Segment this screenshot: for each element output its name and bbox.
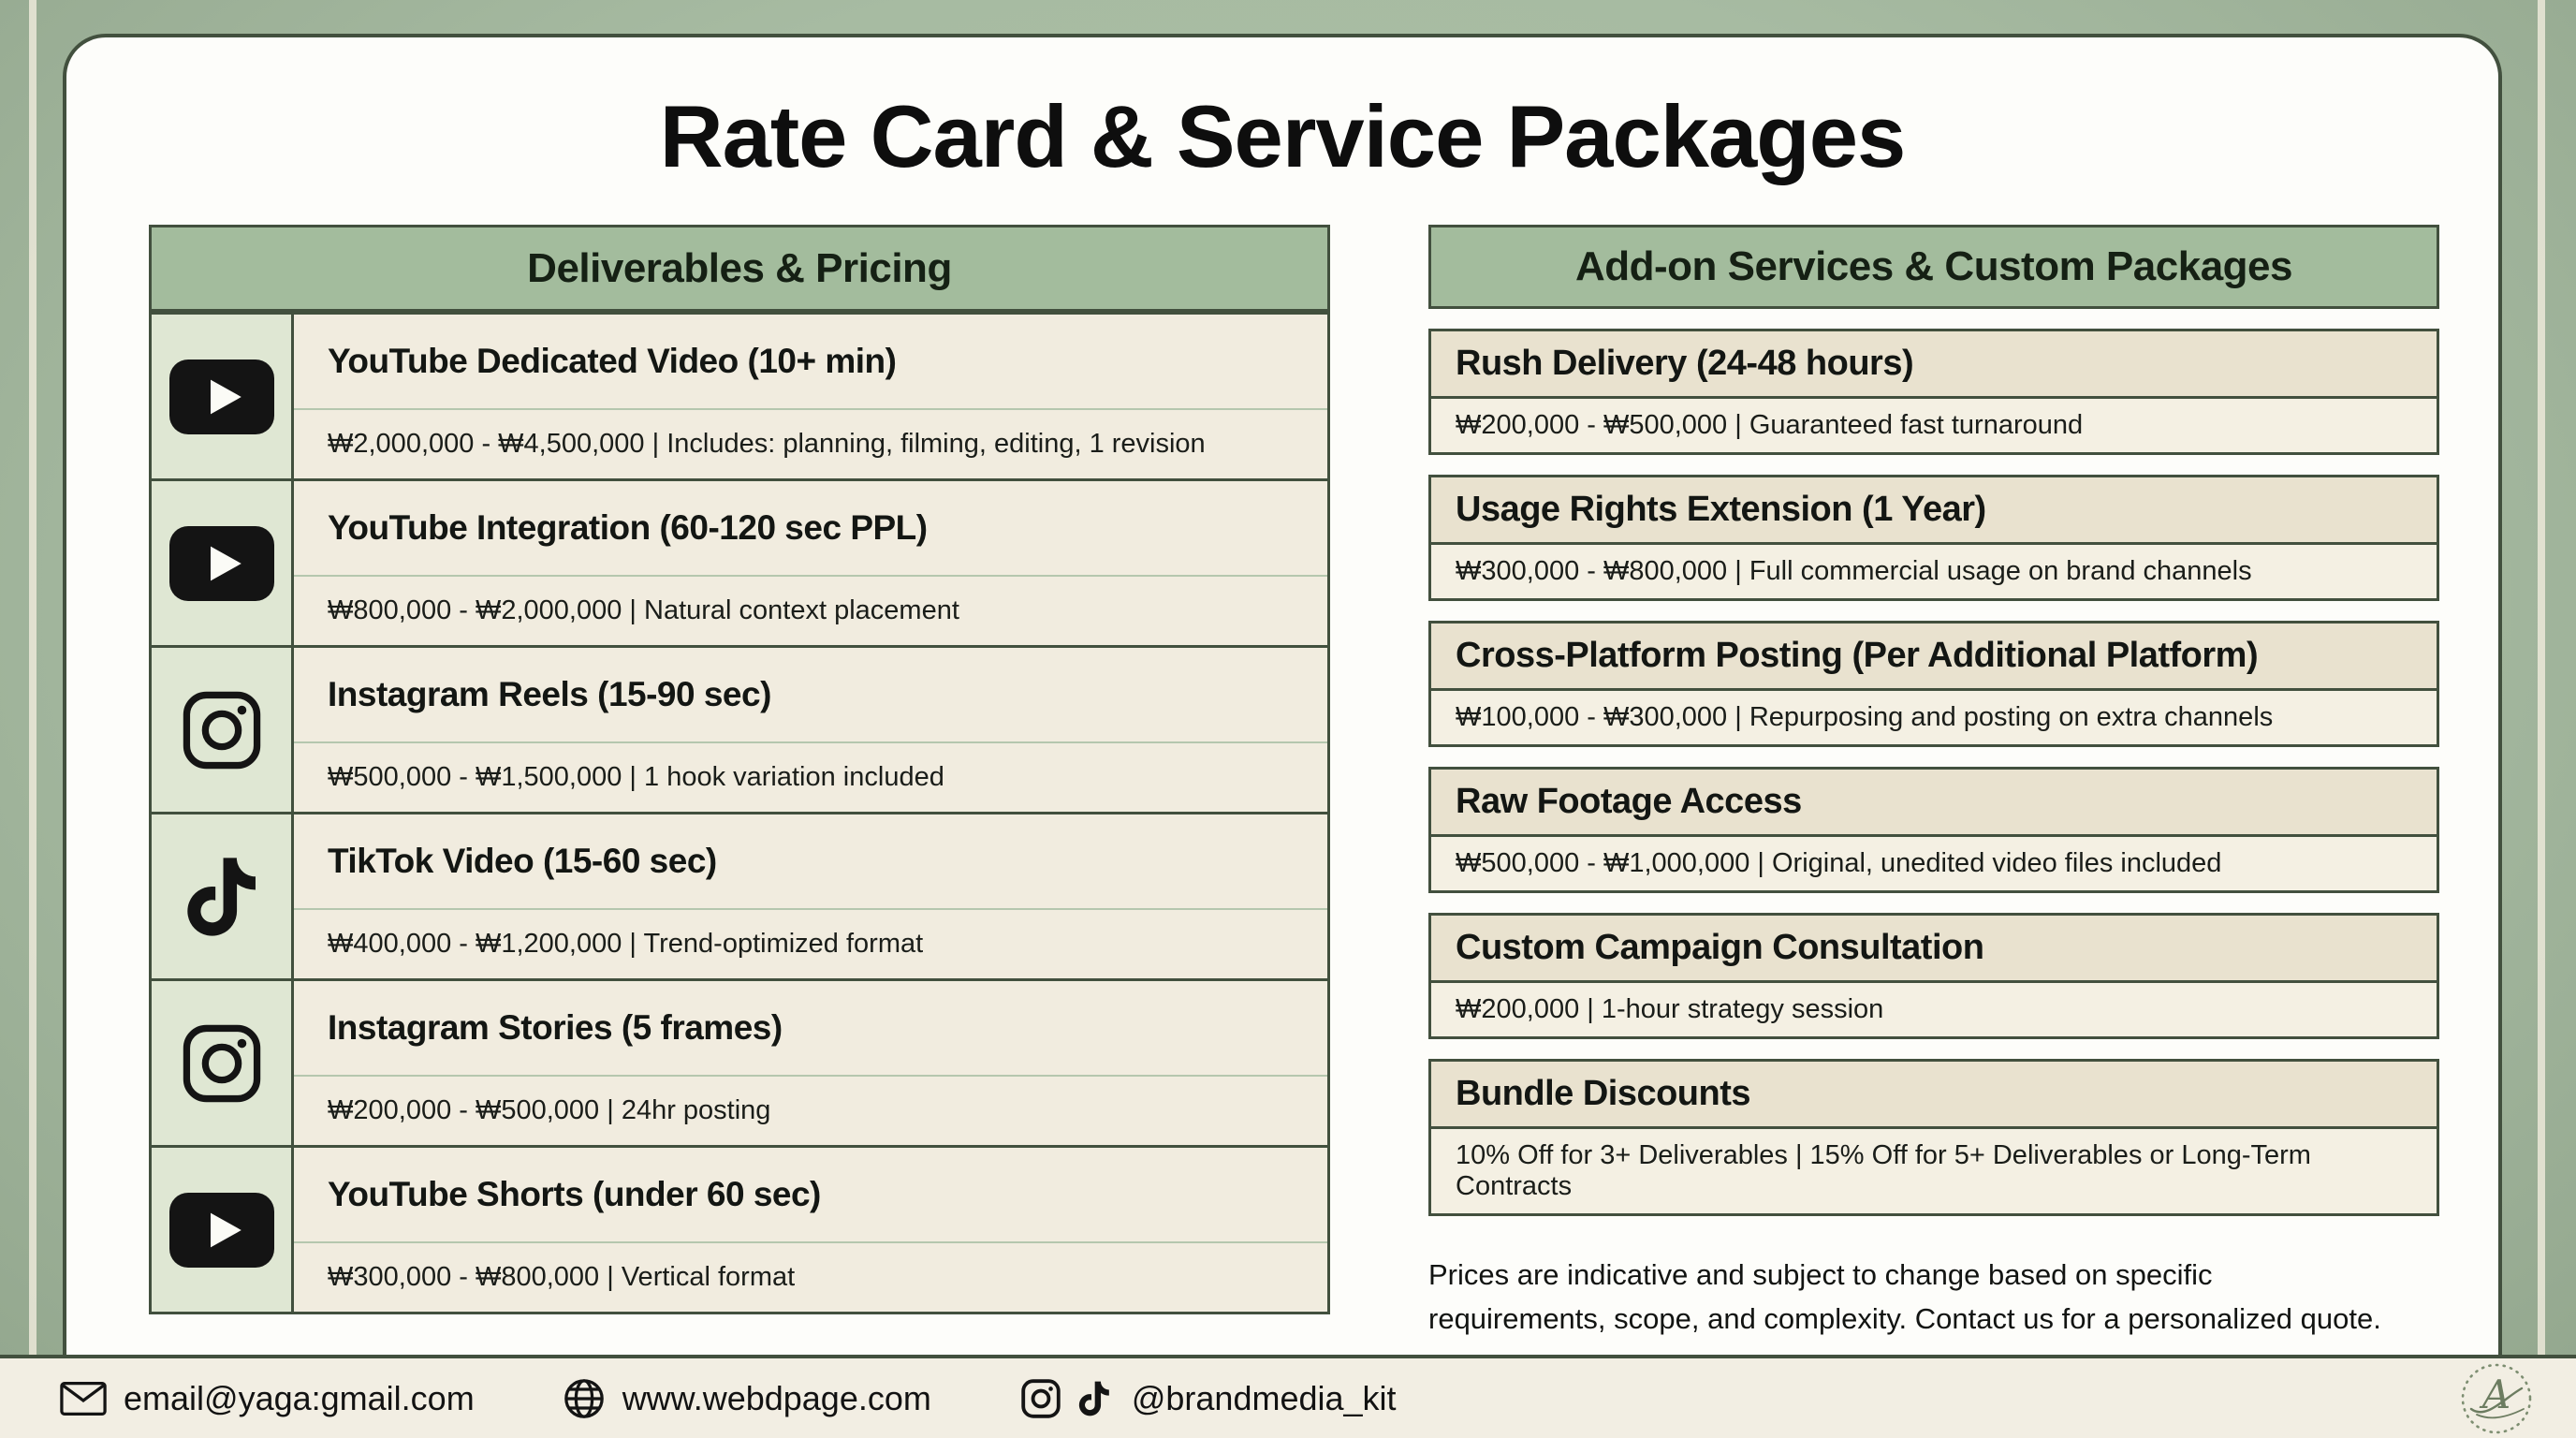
addon-card: Rush Delivery (24-48 hours) ₩200,000 - ₩… <box>1428 329 2439 455</box>
website-text: www.webdpage.com <box>622 1378 931 1417</box>
deliverable-title: YouTube Dedicated Video (10+ min) <box>294 315 1327 410</box>
pricing-disclaimer: Prices are indicative and subject to cha… <box>1428 1258 2381 1335</box>
row-content: Instagram Reels (15-90 sec) ₩500,000 - ₩… <box>294 648 1327 812</box>
deliverable-title: TikTok Video (15-60 sec) <box>294 814 1327 910</box>
youtube-icon <box>152 315 294 478</box>
row-content: YouTube Shorts (under 60 sec) ₩300,000 -… <box>294 1148 1327 1312</box>
deliverables-table-header: Deliverables & Pricing <box>152 227 1327 312</box>
table-row: YouTube Shorts (under 60 sec) ₩300,000 -… <box>152 1145 1327 1312</box>
addon-detail: ₩500,000 - ₩1,000,000 | Original, unedit… <box>1431 837 2437 890</box>
page-title: Rate Card & Service Packages <box>659 87 1907 185</box>
youtube-icon <box>152 481 294 645</box>
deliverable-title: Instagram Reels (15-90 sec) <box>294 648 1327 743</box>
addon-title: Custom Campaign Consultation <box>1431 916 2437 983</box>
email-text: email@yaga:gmail.com <box>124 1378 475 1417</box>
main-card: Rate Card & Service Packages Deliverable… <box>63 34 2502 1358</box>
deliverables-pricing-table: Deliverables & Pricing YouTube Dedicated… <box>149 225 1330 1314</box>
addon-detail: ₩200,000 | 1-hour strategy session <box>1431 983 2437 1036</box>
addon-detail: ₩100,000 - ₩300,000 | Repurposing and po… <box>1431 691 2437 744</box>
deliverable-price: ₩800,000 - ₩2,000,000 | Natural context … <box>328 595 959 625</box>
addons-panel: Add-on Services & Custom Packages Rush D… <box>1428 225 2439 1341</box>
deliverable-price: ₩200,000 - ₩500,000 | 24hr posting <box>328 1095 771 1125</box>
tiktok-icon <box>1074 1376 1115 1421</box>
row-content: YouTube Integration (60-120 sec PPL) ₩80… <box>294 481 1327 645</box>
addon-detail: ₩300,000 - ₩800,000 | Full commercial us… <box>1431 545 2437 598</box>
tiktok-icon <box>152 814 294 978</box>
addon-card: Bundle Discounts 10% Off for 3+ Delivera… <box>1428 1059 2439 1216</box>
addon-card: Usage Rights Extension (1 Year) ₩300,000… <box>1428 475 2439 601</box>
addon-detail: 10% Off for 3+ Deliverables | 15% Off fo… <box>1431 1129 2437 1213</box>
addons-panel-header: Add-on Services & Custom Packages <box>1428 225 2439 309</box>
deliverable-price: ₩500,000 - ₩1,500,000 | 1 hook variation… <box>328 762 944 792</box>
instagram-icon <box>152 648 294 812</box>
right-accent-line <box>2538 0 2545 1358</box>
table-row: Instagram Stories (5 frames) ₩200,000 - … <box>152 978 1327 1145</box>
envelope-icon <box>60 1381 107 1416</box>
website-contact: www.webdpage.com <box>563 1377 931 1420</box>
addon-title: Cross-Platform Posting (Per Additional P… <box>1431 624 2437 691</box>
addon-detail: ₩200,000 - ₩500,000 | Guaranteed fast tu… <box>1431 399 2437 452</box>
brand-monogram-logo: A <box>2458 1360 2535 1437</box>
deliverable-price: ₩400,000 - ₩1,200,000 | Trend-optimized … <box>328 929 924 959</box>
contact-footer: email@yaga:gmail.com www.webdpage.com @b… <box>0 1355 2576 1438</box>
addon-title: Usage Rights Extension (1 Year) <box>1431 477 2437 545</box>
addon-title: Raw Footage Access <box>1431 770 2437 837</box>
table-row: YouTube Integration (60-120 sec PPL) ₩80… <box>152 478 1327 645</box>
deliverable-price: ₩300,000 - ₩800,000 | Vertical format <box>328 1262 796 1292</box>
table-row: TikTok Video (15-60 sec) ₩400,000 - ₩1,2… <box>152 812 1327 978</box>
globe-icon <box>563 1377 606 1420</box>
email-contact: email@yaga:gmail.com <box>60 1379 475 1418</box>
social-contact: @brandmedia_kit <box>1019 1376 1397 1421</box>
instagram-icon <box>1019 1377 1062 1420</box>
deliverable-title: Instagram Stories (5 frames) <box>294 981 1327 1077</box>
logo-letter: A <box>2479 1372 2510 1417</box>
row-content: TikTok Video (15-60 sec) ₩400,000 - ₩1,2… <box>294 814 1327 978</box>
social-handle-text: @brandmedia_kit <box>1131 1378 1397 1417</box>
row-content: YouTube Dedicated Video (10+ min) ₩2,000… <box>294 315 1327 478</box>
addon-card: Cross-Platform Posting (Per Additional P… <box>1428 621 2439 747</box>
deliverable-title: YouTube Shorts (under 60 sec) <box>294 1148 1327 1243</box>
addon-card: Custom Campaign Consultation ₩200,000 | … <box>1428 913 2439 1039</box>
addon-title: Bundle Discounts <box>1431 1062 2437 1129</box>
table-row: YouTube Dedicated Video (10+ min) ₩2,000… <box>152 312 1327 478</box>
youtube-icon <box>152 1148 294 1312</box>
deliverable-title: YouTube Integration (60-120 sec PPL) <box>294 481 1327 577</box>
row-content: Instagram Stories (5 frames) ₩200,000 - … <box>294 981 1327 1145</box>
instagram-icon <box>152 981 294 1145</box>
table-row: Instagram Reels (15-90 sec) ₩500,000 - ₩… <box>152 645 1327 812</box>
addon-card: Raw Footage Access ₩500,000 - ₩1,000,000… <box>1428 767 2439 893</box>
deliverable-price: ₩2,000,000 - ₩4,500,000 | Includes: plan… <box>328 429 1206 459</box>
addon-title: Rush Delivery (24-48 hours) <box>1431 331 2437 399</box>
left-accent-line <box>29 0 37 1358</box>
